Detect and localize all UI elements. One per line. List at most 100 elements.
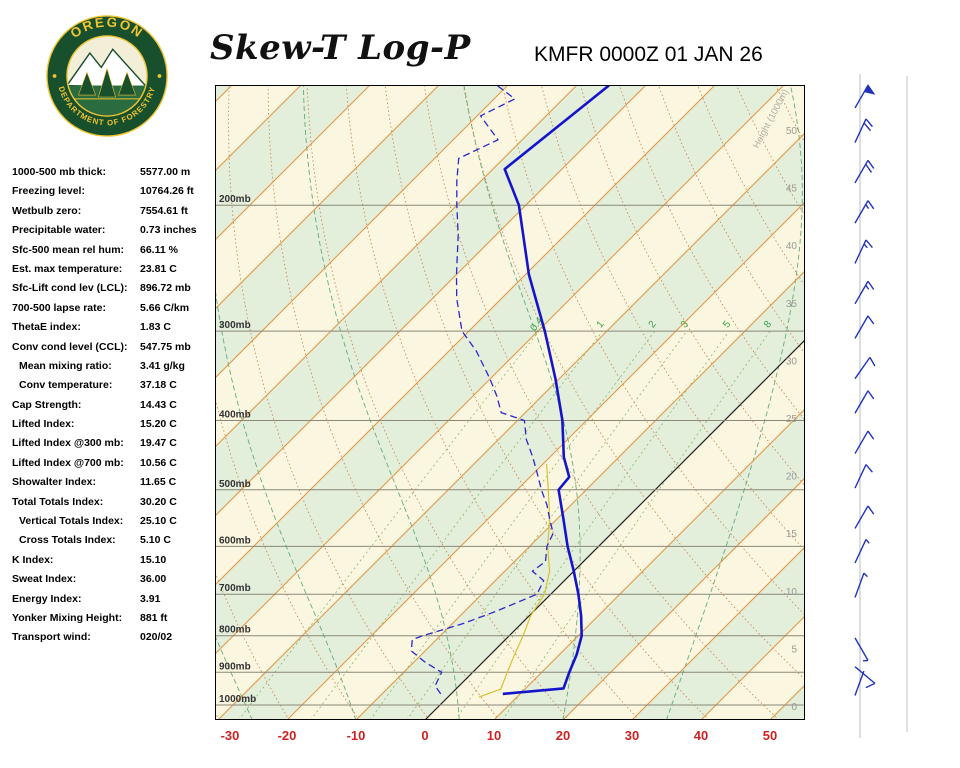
mixing-ratio-label: 5: [721, 319, 733, 331]
index-row: Mean mixing ratio: 3.41 g/kg: [12, 360, 214, 379]
height-tick-label: 50: [786, 126, 798, 137]
dry-adiabats: [215, 85, 805, 720]
index-label: Yonker Mixing Height:: [12, 611, 123, 624]
index-row: Sweat Index: 36.00: [12, 573, 214, 592]
index-value: 36.00: [140, 573, 167, 586]
index-value: 5.66 C/km: [140, 301, 190, 314]
index-row: Total Totals Index: 30.20 C: [12, 496, 214, 515]
index-label: Lifted Index:: [12, 418, 75, 431]
height-tick-label: 25: [786, 414, 798, 425]
pressure-label: 700mb: [219, 583, 251, 594]
index-value: 5577.00 m: [140, 166, 191, 178]
index-row: Energy Index: 3.91: [12, 593, 214, 612]
temperature-tick-label: 30: [625, 728, 639, 743]
wind-barb: [854, 538, 870, 564]
index-row: Conv cond level (CCL): 547.75 mb: [12, 341, 214, 360]
wind-barb: [854, 390, 875, 414]
index-row: ThetaE index: 1.83 C: [12, 321, 214, 340]
height-tick-label: 0: [791, 702, 797, 713]
index-value: 37.18 C: [140, 379, 177, 392]
pressure-label: 500mb: [219, 479, 251, 490]
index-value: 66.11 %: [140, 243, 178, 256]
logo-outer-border: [46, 15, 168, 137]
index-label: Transport wind:: [12, 631, 91, 644]
index-row: Conv temperature: 37.18 C: [12, 379, 214, 398]
dewpoint-trace: [410, 85, 554, 695]
index-value: 14.43 C: [140, 398, 177, 411]
index-value: 30.20 C: [140, 495, 177, 508]
mixing-ratio-lines: [238, 330, 771, 720]
index-row: K Index: 15.10: [12, 554, 214, 573]
tree-icon: [77, 71, 96, 96]
index-row: Transport wind: 020/02: [12, 631, 214, 650]
wind-barb: [854, 159, 875, 184]
mixing-ratio-label: 3: [679, 319, 691, 331]
wind-barb: [854, 280, 875, 305]
wind-barb: [854, 356, 876, 380]
index-value: 547.75 mb: [140, 340, 191, 353]
wind-barb: [854, 572, 868, 598]
pressure-label: 600mb: [219, 535, 251, 546]
temperature-tick-label: 40: [694, 728, 708, 743]
index-row: Vertical Totals Index: 25.10 C: [12, 515, 214, 534]
index-label: Lifted Index @300 mb:: [12, 437, 124, 450]
index-value: 10.56 C: [140, 456, 177, 469]
indices-panel: 1000-500 mb thick: 5577.00 m Freezing leve…: [12, 166, 214, 651]
odf-logo: OREGON DEPARTMENT OF FORESTRY: [45, 14, 169, 138]
wind-barb-column: [854, 74, 908, 738]
index-value: 15.10: [140, 553, 167, 566]
index-label: Lifted Index @700 mb:: [12, 456, 124, 469]
index-value: 11.65 C: [140, 476, 177, 489]
logo-dot-left: [52, 74, 57, 78]
pressure-label: 800mb: [219, 625, 251, 636]
wind-barb: [854, 464, 873, 489]
height-tick-label: 40: [786, 241, 798, 252]
zero-isotherm: [424, 339, 805, 720]
index-value: 23.81 C: [140, 262, 177, 275]
index-row: Lifted Index: 15.20 C: [12, 418, 214, 437]
index-value: 15.20 C: [140, 418, 177, 431]
index-label: Mean mixing ratio:: [19, 359, 112, 372]
height-tick-label: 5: [791, 644, 797, 655]
height-tick-label: 10: [786, 587, 798, 598]
wind-barb: [854, 239, 873, 264]
pressure-label: 200mb: [219, 194, 251, 205]
index-row: Precipitable water: 0.73 inches: [12, 224, 214, 243]
index-label: 700-500 lapse rate:: [12, 301, 106, 314]
index-value: 19.47 C: [140, 437, 177, 450]
index-value: 0.73 inches: [140, 224, 197, 237]
index-row: Sfc-500 mean rel hum: 66.11 %: [12, 244, 214, 263]
pressure-label: 900mb: [219, 661, 251, 672]
index-label: Freezing level:: [12, 185, 85, 198]
index-row: Wetbulb zero: 7554.61 ft: [12, 205, 214, 224]
height-tick-label: 35: [786, 299, 798, 310]
chart-border: [215, 85, 805, 720]
index-label: Showalter Index:: [12, 476, 97, 489]
index-label: Est. max temperature:: [12, 262, 123, 275]
wind-barb: [854, 505, 875, 529]
wind-barb: [854, 670, 865, 696]
index-label: Vertical Totals Index:: [19, 515, 124, 528]
wind-barb: [854, 637, 869, 662]
index-row: Lifted Index @700 mb: 10.56 C: [12, 457, 214, 476]
index-label: Conv cond level (CCL):: [12, 340, 128, 353]
temperature-axis: -30 -20 -10 0 10 20 30 40 50: [221, 728, 778, 743]
index-row: Showalter Index: 11.65 C: [12, 476, 214, 495]
index-value: 1.83 C: [140, 321, 171, 334]
height-tick-label: 45: [786, 184, 798, 195]
page-title: Skew-T Log-P: [210, 28, 471, 68]
index-row: Cap Strength: 14.43 C: [12, 399, 214, 418]
skewt-diagram: 0.4 1 2 3 5 8200mb300mb400mb500mb600mb700mb80…: [215, 85, 805, 720]
index-row: Cross Totals Index: 5.10 C: [12, 534, 214, 553]
index-label: ThetaE index:: [12, 321, 81, 334]
mixing-ratio-label: 1: [595, 319, 607, 331]
wind-barb: [854, 84, 876, 109]
index-label: Sfc-Lift cond lev (LCL):: [12, 282, 128, 295]
pressure-label: 1000mb: [219, 694, 256, 705]
index-value: 881 ft: [140, 611, 168, 624]
index-value: 3.91: [140, 592, 161, 605]
index-row: 1000-500 mb thick: 5577.00 m: [12, 166, 214, 185]
station-datetime: KMFR 0000Z 01 JAN 26: [534, 43, 763, 66]
index-value: 020/02: [140, 631, 173, 644]
wind-barb: [854, 666, 876, 689]
